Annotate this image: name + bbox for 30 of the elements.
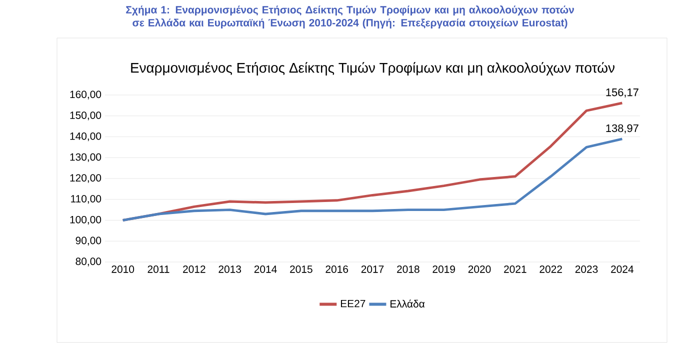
y-tick-label: 120,00 [70, 174, 102, 183]
x-tick-label: 2018 [397, 266, 420, 273]
y-tick-label: 90,00 [76, 236, 102, 246]
x-tick-label: 2016 [326, 266, 348, 273]
y-tick-label: 110,00 [71, 195, 102, 204]
y-tick-label: 130,00 [70, 153, 102, 162]
x-tick-label: 2021 [504, 266, 526, 273]
y-tick-label: 80,00 [76, 258, 102, 266]
y-tick-label: 160,00 [70, 90, 102, 100]
x-tick-label: 2012 [183, 266, 206, 273]
legend-label: Ελλάδα [390, 300, 425, 308]
x-tick-label: 2019 [432, 266, 455, 273]
x-tick-label: 2023 [575, 266, 598, 273]
chart-title: Σχήμα 1: Εναρμονισμένος Ετήσιος Δείκτης Τιμών Τροφίμων και μη αλκοολούχων ποτών σε Ελλάδα και Ευρωπαϊκή Ένωση 2010-2024 (Πηγή: Επεξεργασία στοιχείων Eurostat) [126, 6, 574, 28]
x-tick-label: 2020 [468, 266, 491, 273]
x-tick-label: 2015 [290, 266, 312, 273]
x-tick-label: 2011 [148, 266, 170, 273]
x-tick-label: 2010 [112, 266, 134, 273]
y-tick-label: 140,00 [70, 132, 102, 142]
y-tick-label: 100,00 [70, 216, 102, 225]
data-label: 138,97 [606, 124, 638, 134]
legend-label: ΕΕ27 [340, 300, 366, 308]
x-tick-label: 2017 [361, 266, 384, 273]
x-tick-label: 2024 [611, 266, 634, 273]
chart-subtitle: Εναρμονισμένος Ετήσιος Δείκτης Τιμών Τροφίμων και μη αλκοολούχων ποτών [131, 62, 614, 76]
x-tick-label: 2013 [218, 266, 242, 273]
data-label: 156,17 [606, 88, 638, 98]
x-tick-label: 2022 [540, 266, 562, 273]
y-tick-label: 150,00 [70, 112, 102, 120]
x-tick-label: 2014 [254, 266, 277, 273]
